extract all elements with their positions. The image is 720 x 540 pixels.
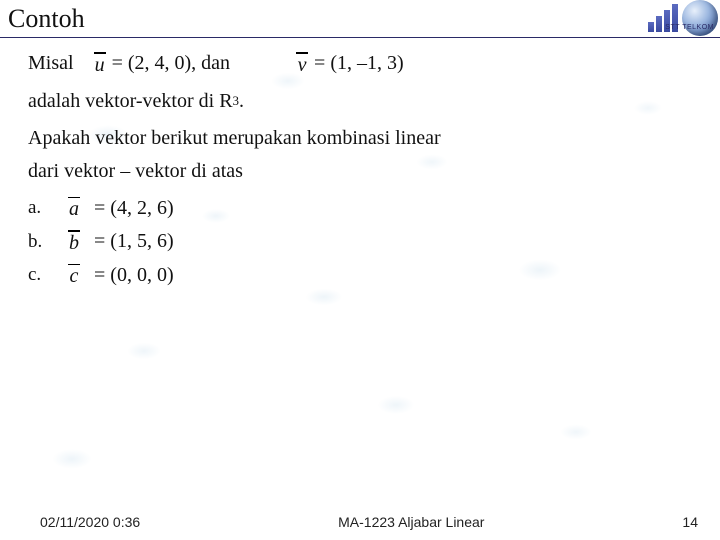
option-label: a. xyxy=(28,197,62,219)
vector-b: b xyxy=(68,230,80,254)
option-label: c. xyxy=(28,264,62,286)
option-value: = (0, 0, 0) xyxy=(94,264,174,287)
footer-page-number: 14 xyxy=(682,514,698,530)
slide-title: Contoh xyxy=(8,4,85,34)
vector-c: c xyxy=(68,264,80,288)
option-value: = (4, 2, 6) xyxy=(94,197,174,220)
v-value: = (1, –1, 3) xyxy=(314,52,404,75)
logo-label: STT TELKOM xyxy=(665,24,714,31)
slide-body: Misal u = (2, 4, 0), dan v = (1, –1, 3) … xyxy=(0,38,720,287)
option-a: a. a = (4, 2, 6) xyxy=(28,197,702,221)
misal-label: Misal xyxy=(28,52,74,75)
title-bar: Contoh STT TELKOM xyxy=(0,0,720,38)
option-value: = (1, 5, 6) xyxy=(94,230,174,253)
vector-v: v xyxy=(296,52,308,76)
footer: 02/11/2020 0:36 MA-1223 Aljabar Linear 1… xyxy=(0,514,720,530)
vector-a: a xyxy=(68,197,80,221)
option-label: b. xyxy=(28,231,62,253)
line-adalah: adalah vektor-vektor di R3. xyxy=(28,90,702,113)
line-question-1: Apakah vektor berikut merupakan kombinas… xyxy=(28,127,702,150)
line-misal: Misal u = (2, 4, 0), dan v = (1, –1, 3) xyxy=(28,52,702,76)
footer-course: MA-1223 Aljabar Linear xyxy=(338,514,484,530)
line-question-2: dari vektor – vektor di atas xyxy=(28,160,702,183)
footer-datetime: 02/11/2020 0:36 xyxy=(40,514,140,530)
vector-u: u xyxy=(94,52,106,76)
option-b: b. b = (1, 5, 6) xyxy=(28,230,702,254)
option-c: c. c = (0, 0, 0) xyxy=(28,264,702,288)
u-value: = (2, 4, 0), dan xyxy=(112,52,230,75)
